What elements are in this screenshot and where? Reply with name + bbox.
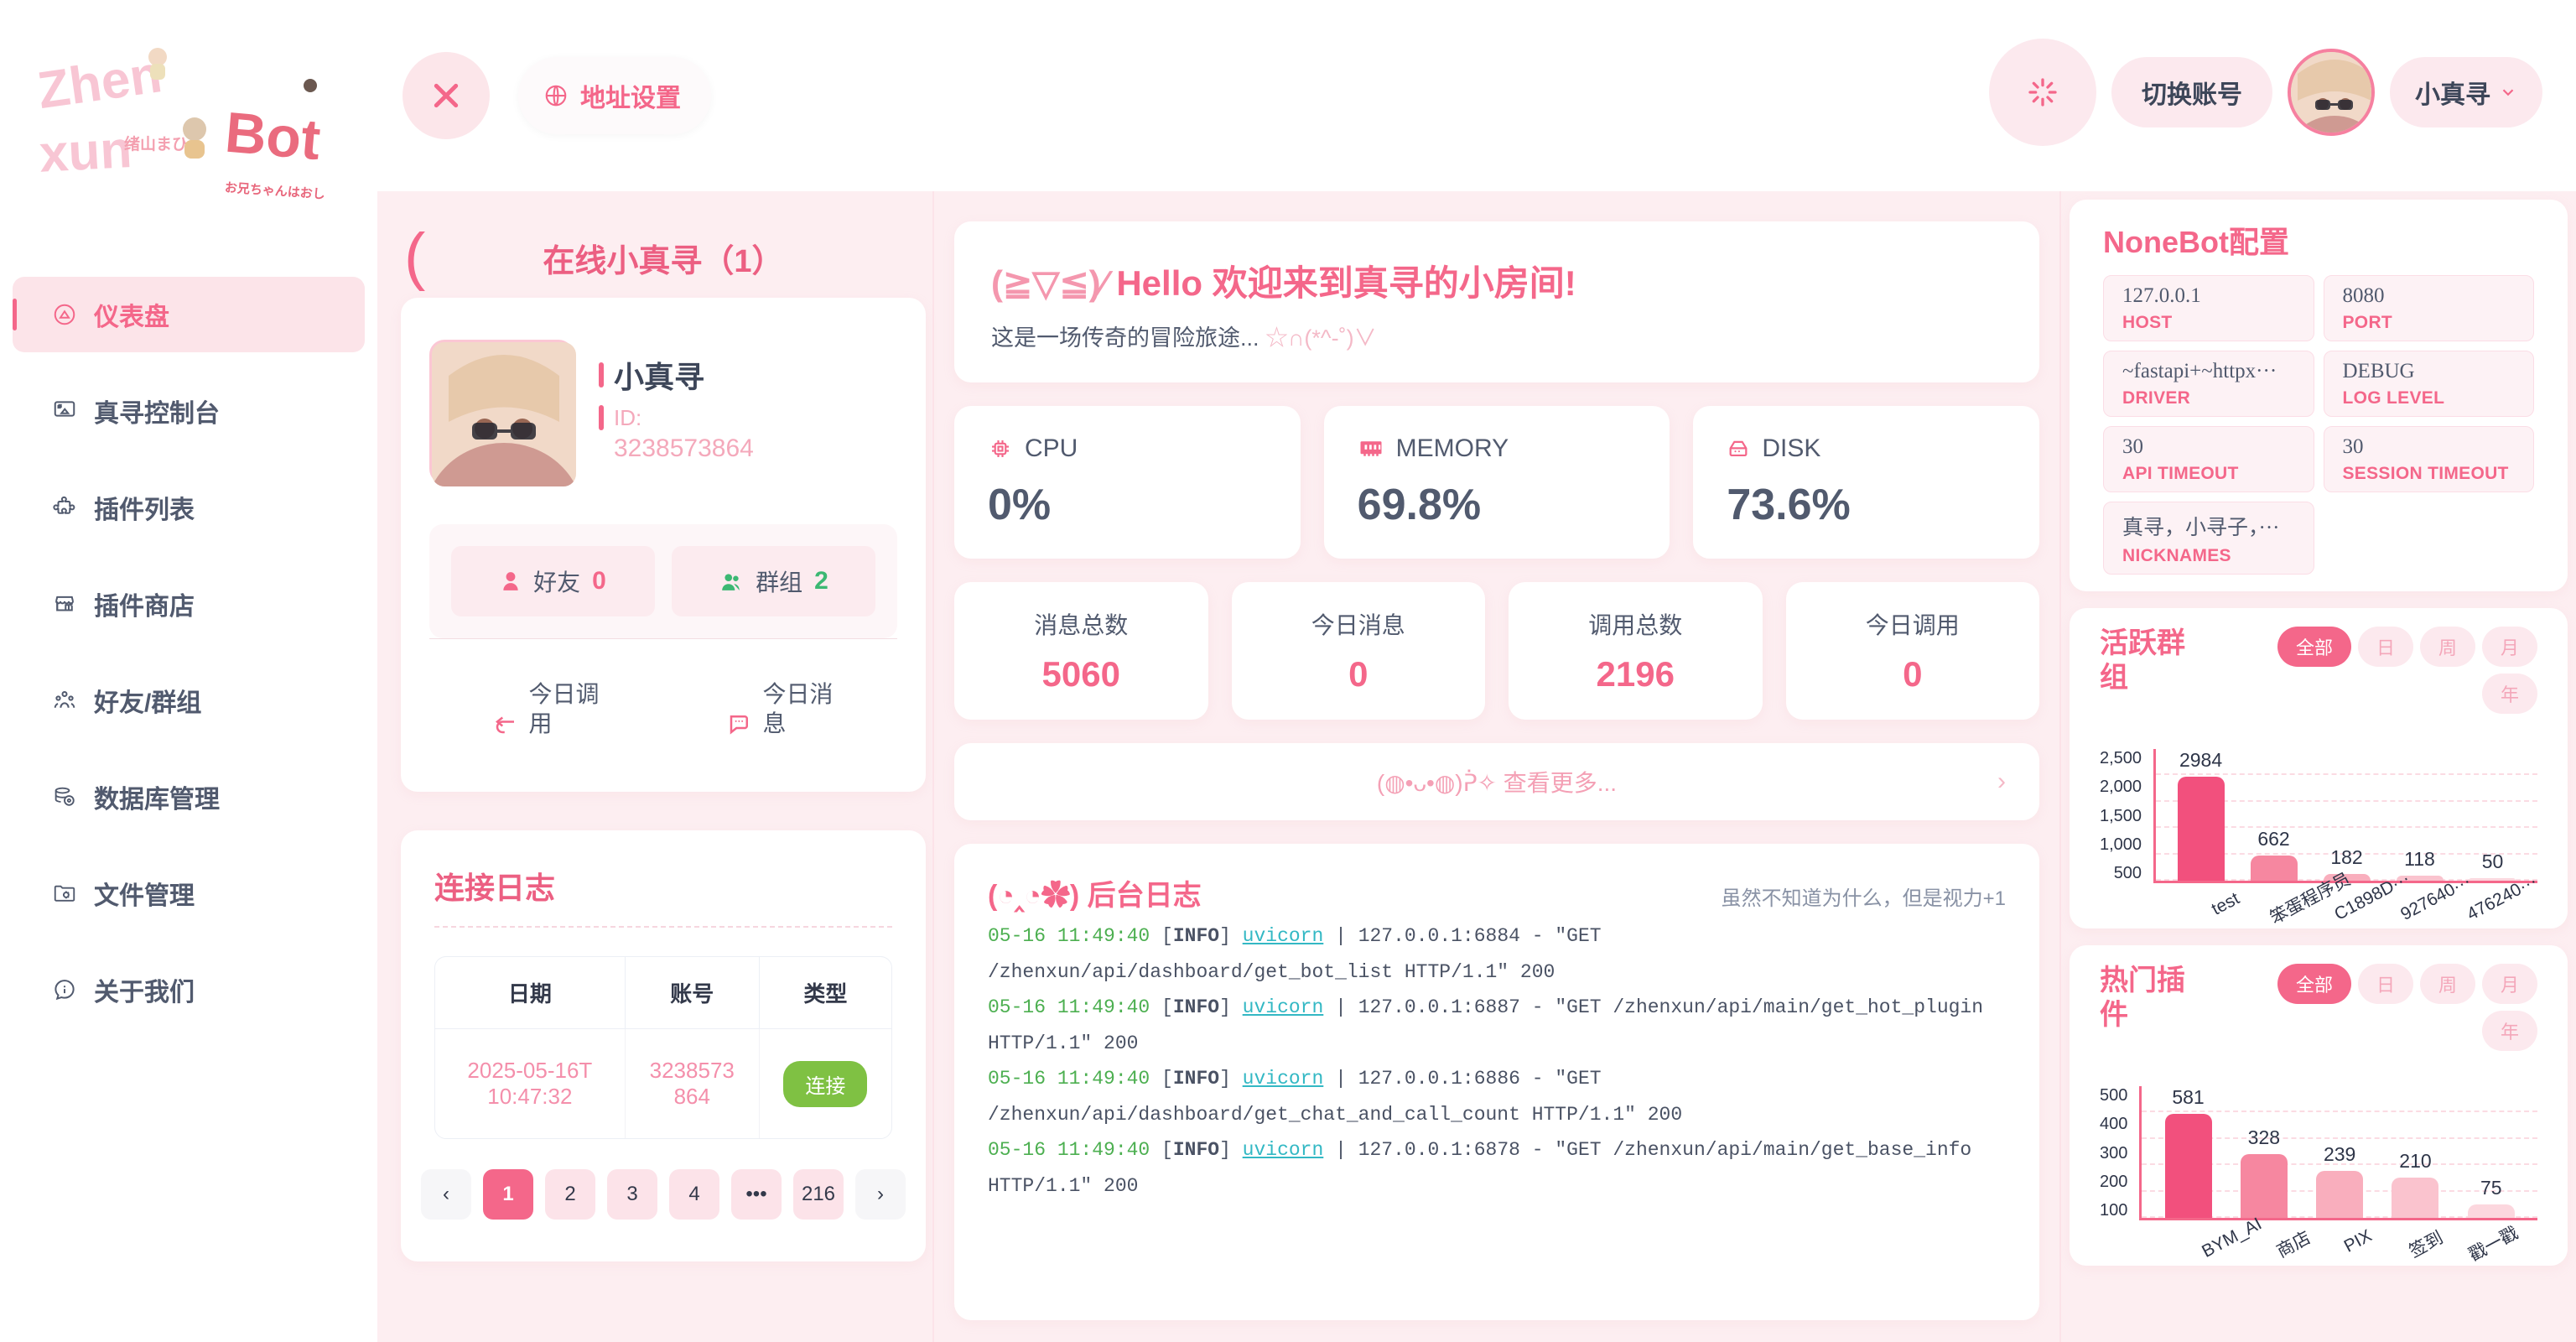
svg-text:お兄ちゃんはおし: お兄ちゃんはおし xyxy=(224,180,325,201)
svg-text:Bot: Bot xyxy=(223,101,323,173)
svg-text:Zhen: Zhen xyxy=(34,45,165,120)
svg-text:xun: xun xyxy=(38,121,133,184)
